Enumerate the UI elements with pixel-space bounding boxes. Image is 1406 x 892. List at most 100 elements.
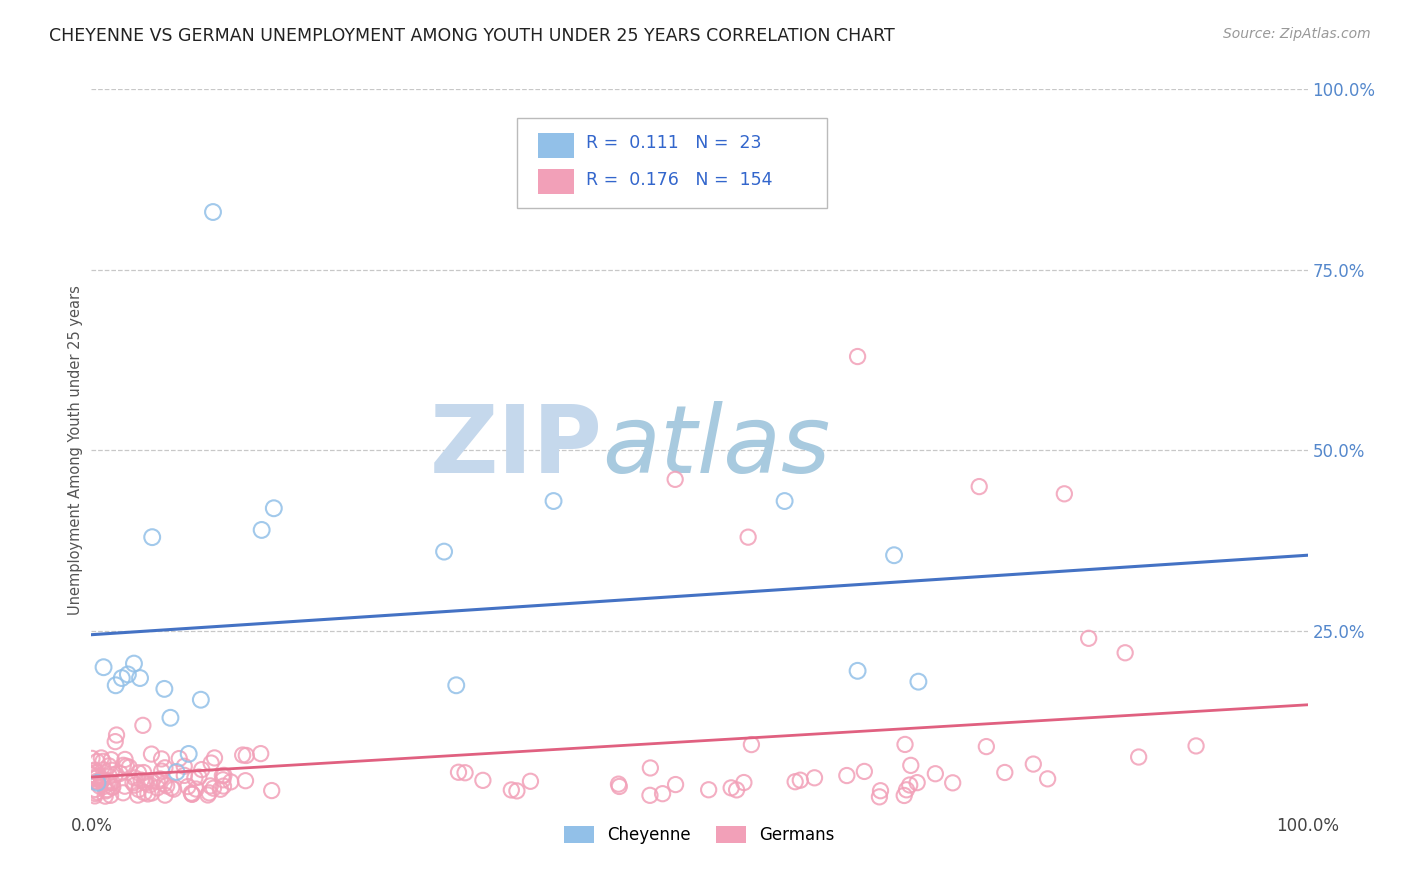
Point (100, 753, 122, 767)
Point (86, 785, 108, 799)
Point (1077, 632, 1099, 646)
Text: ZIP: ZIP (429, 401, 602, 493)
Point (638, 789, 661, 803)
Point (134, 775, 156, 789)
Point (853, 764, 876, 779)
Point (190, 692, 212, 706)
Point (83, 763, 105, 777)
Point (640, 761, 662, 775)
Point (83, 789, 105, 803)
Point (200, 756, 222, 770)
Point (90, 751, 112, 765)
Point (124, 771, 146, 785)
Point (191, 763, 214, 777)
Point (187, 770, 209, 784)
Point (785, 774, 807, 789)
Point (153, 681, 176, 696)
Point (733, 775, 755, 789)
Point (543, 494, 565, 508)
Point (93, 780, 115, 794)
Point (235, 748, 257, 763)
FancyBboxPatch shape (537, 169, 574, 194)
Text: Source: ZipAtlas.com: Source: ZipAtlas.com (1223, 27, 1371, 41)
Point (115, 759, 138, 773)
Point (153, 761, 176, 775)
Point (200, 779, 222, 793)
Point (135, 776, 157, 790)
Point (894, 738, 917, 752)
Point (86, 765, 108, 780)
Point (105, 728, 128, 742)
Point (924, 766, 946, 780)
Point (898, 778, 921, 792)
Point (136, 787, 159, 801)
Point (84, 782, 107, 797)
Point (846, 664, 869, 678)
Point (803, 771, 825, 785)
Point (198, 786, 221, 800)
Point (167, 751, 190, 765)
Point (86, 769, 108, 783)
Point (100, 789, 122, 803)
Point (1185, 739, 1208, 753)
Point (260, 783, 283, 797)
Point (519, 774, 541, 789)
Point (893, 789, 915, 803)
Point (104, 734, 127, 748)
Point (129, 773, 152, 788)
Point (132, 718, 155, 732)
Point (263, 501, 285, 516)
Point (249, 747, 271, 761)
Point (134, 786, 156, 800)
Point (141, 747, 163, 761)
Point (97, 759, 120, 773)
Point (117, 667, 139, 681)
Point (122, 657, 145, 671)
Point (86, 776, 108, 790)
Point (111, 671, 134, 685)
Point (104, 678, 127, 692)
Point (1022, 757, 1045, 772)
Point (141, 774, 163, 789)
Point (128, 782, 150, 797)
Point (720, 780, 742, 795)
Point (132, 765, 155, 780)
Point (159, 711, 181, 725)
Point (96, 782, 118, 797)
Point (173, 768, 195, 782)
Point (114, 752, 136, 766)
FancyBboxPatch shape (537, 133, 574, 158)
Point (108, 766, 131, 780)
Point (101, 775, 124, 789)
Point (150, 764, 173, 778)
Point (900, 758, 922, 772)
Point (232, 747, 254, 762)
Point (651, 787, 673, 801)
Point (98, 776, 121, 790)
Point (84, 772, 107, 786)
Point (976, 739, 998, 754)
Point (173, 759, 195, 773)
Point (129, 671, 152, 685)
Text: atlas: atlas (602, 401, 831, 492)
Text: R =  0.111   N =  23: R = 0.111 N = 23 (586, 135, 762, 153)
Point (84, 787, 107, 801)
Text: R =  0.176   N =  154: R = 0.176 N = 154 (586, 170, 773, 188)
Point (725, 783, 748, 797)
Point (180, 786, 202, 800)
Point (250, 523, 273, 537)
Point (219, 775, 242, 789)
Point (101, 764, 124, 778)
Point (86, 771, 108, 785)
Point (94, 784, 117, 798)
Point (942, 776, 965, 790)
Point (868, 789, 890, 804)
Text: CHEYENNE VS GERMAN UNEMPLOYMENT AMONG YOUTH UNDER 25 YEARS CORRELATION CHART: CHEYENNE VS GERMAN UNEMPLOYMENT AMONG YO… (49, 27, 896, 45)
Point (104, 767, 127, 781)
Point (454, 765, 477, 780)
Point (118, 760, 141, 774)
Point (204, 751, 226, 765)
Point (664, 778, 686, 792)
Point (607, 780, 630, 794)
Point (177, 747, 200, 761)
